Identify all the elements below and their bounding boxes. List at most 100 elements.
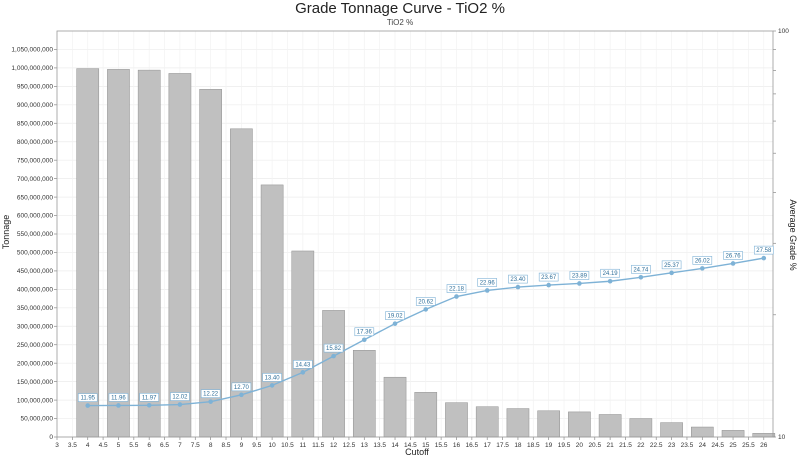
grade-point: [577, 281, 582, 286]
tonnage-bar: [291, 250, 315, 438]
grade-label-box: [108, 393, 129, 402]
tonnage-bar: [537, 410, 560, 438]
grade-label-box: [569, 271, 590, 280]
chart-title: Grade Tonnage Curve - TiO2 %: [295, 0, 505, 17]
grade-data-label: 20.62: [418, 299, 434, 305]
grade-label-box: [692, 256, 713, 265]
grade-data-label: 11.96: [111, 395, 126, 401]
y-tick-label: 400,000,000: [17, 287, 54, 294]
y-tick-label: 850,000,000: [17, 120, 54, 127]
tonnage-bar: [260, 184, 284, 438]
grade-point: [85, 403, 91, 408]
tonnage-bar: [721, 430, 745, 438]
x-axis-title: Cutoff: [405, 447, 429, 457]
grade-data-label: 19.02: [388, 314, 404, 320]
grade-label-box: [77, 393, 98, 402]
x-tick-label: 9.5: [252, 442, 261, 449]
y-tick-label: 0: [49, 434, 53, 441]
tonnage-bar: [414, 392, 438, 438]
grade-data-label: 23.89: [572, 273, 588, 279]
x-tick-label: 25.5: [742, 442, 755, 449]
x-tick-label: 3.5: [68, 442, 77, 449]
grade-line: [85, 255, 767, 408]
grade-point: [454, 294, 459, 299]
grade-point: [515, 284, 521, 290]
chart-subtitle: TiO2 %: [386, 18, 414, 27]
x-tick-label: 11.5: [312, 442, 325, 449]
x-tick-label: 21.5: [619, 442, 632, 449]
x-tick-label: 5.5: [129, 442, 138, 449]
y2-axis-title: Average Grade %: [788, 199, 798, 270]
grade-data-label: 26.02: [695, 258, 711, 264]
tonnage-bar: [660, 422, 683, 438]
grade-data-label: 24.19: [603, 271, 619, 277]
grade-point: [239, 392, 244, 398]
grade-point: [300, 370, 306, 375]
grade-data-label: 23.67: [541, 275, 557, 281]
x-tick-label: 25: [729, 442, 737, 449]
x-tick-label: 10.5: [281, 442, 294, 449]
grade-data-label: 23.40: [510, 277, 526, 283]
x-tick-label: 23: [668, 442, 676, 449]
x-tick-label: 14: [391, 442, 399, 449]
tonnage-bar: [168, 73, 192, 438]
tonnage-bar: [691, 426, 714, 438]
grade-point: [423, 307, 429, 312]
grade-data-label: 17.36: [357, 330, 373, 336]
grade-label-box: [600, 268, 620, 278]
x-tick-label: 19.5: [558, 442, 571, 449]
grade-label-box: [753, 245, 774, 255]
y2-tick-label: 10: [778, 434, 786, 441]
x-tick-label: 11: [299, 442, 306, 449]
x-tick-label: 6: [147, 442, 151, 449]
y-tick-label: 1,000,000,000: [11, 65, 53, 72]
y-axis-title: Tonnage: [1, 215, 11, 250]
grade-data-label: 22.96: [480, 280, 496, 286]
grade-point: [208, 399, 213, 404]
grade-point: [546, 282, 551, 288]
x-tick-label: 13.5: [373, 442, 386, 449]
grade-data-label: 24.74: [633, 267, 649, 273]
grade-label-box: [477, 278, 498, 287]
x-tick-label: 4: [86, 442, 90, 449]
tonnage-bar: [629, 418, 653, 438]
grade-data-label: 15.82: [326, 346, 342, 352]
x-tick-label: 24.5: [711, 442, 724, 449]
grade-data-label: 14.43: [295, 362, 311, 368]
y-tick-label: 500,000,000: [17, 250, 54, 257]
x-tick-label: 19: [545, 442, 553, 449]
tonnage-bar: [475, 406, 499, 438]
tonnage-bar: [199, 89, 222, 438]
x-tick-label: 18.5: [527, 442, 540, 449]
grade-label-box: [262, 373, 282, 382]
x-tick-label: 16: [453, 442, 461, 449]
x-tick-label: 7: [178, 442, 182, 449]
grade-data-label: 25.37: [664, 263, 680, 269]
y-tick-label: 950,000,000: [17, 84, 54, 91]
tonnage-bar: [76, 68, 100, 438]
grade-point: [392, 321, 398, 326]
grade-point: [331, 353, 336, 359]
x-tick-label: 9: [240, 442, 244, 449]
x-tick-label: 17: [484, 442, 492, 449]
x-tick-label: 16.5: [466, 442, 479, 449]
y-tick-labels: 0 50,000,000 100,000,000 150,000,000 200,000…: [11, 47, 53, 442]
tonnage-bar: [598, 414, 622, 438]
grade-label-box: [661, 260, 682, 270]
x-tick-label: 20: [576, 442, 584, 449]
y-tick-label: 200,000,000: [17, 360, 54, 367]
grade-point: [146, 402, 152, 408]
grade-label-box: [385, 311, 405, 320]
y-tick-label: 650,000,000: [17, 194, 54, 201]
grade-data-label: 22.18: [449, 287, 465, 293]
plot-frame: [56, 30, 774, 438]
x-tick-label: 7.5: [191, 442, 200, 449]
grade-data-label: 12.22: [203, 392, 219, 398]
y-tick-label: 600,000,000: [17, 213, 54, 220]
grade-data-label: 11.97: [142, 395, 157, 401]
x-tick-label: 12: [330, 442, 338, 449]
x-tick-label: 17.5: [496, 442, 509, 449]
y-tick-label: 550,000,000: [17, 231, 54, 238]
grade-point: [361, 337, 367, 343]
grade-label-box: [323, 343, 344, 353]
